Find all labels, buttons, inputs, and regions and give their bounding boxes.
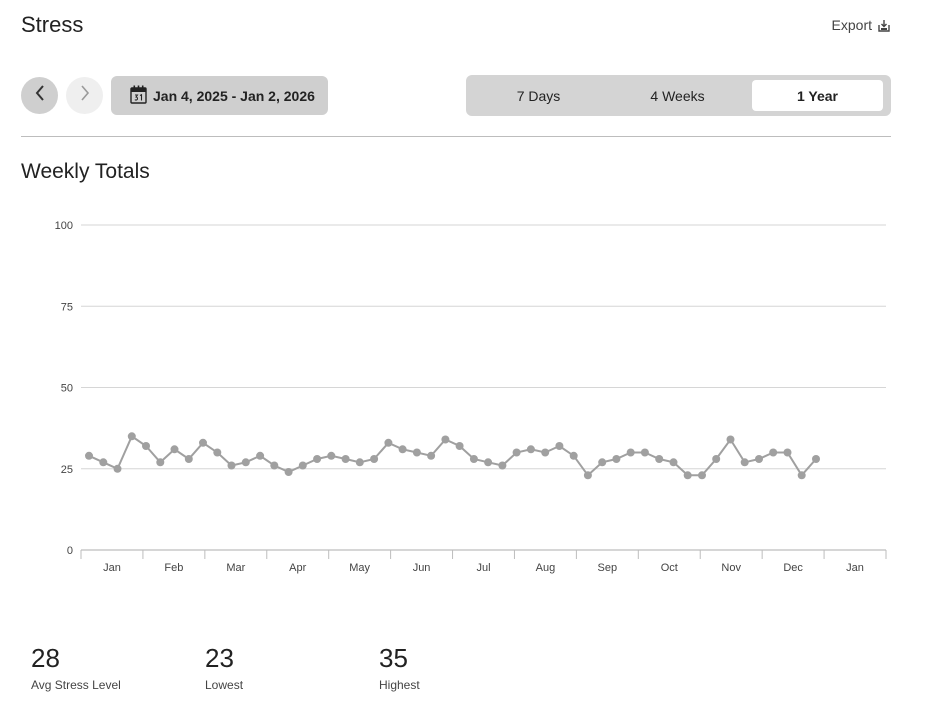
series-line: [88, 434, 817, 477]
tab-4-weeks[interactable]: 4 Weeks: [650, 87, 705, 104]
data-point: [469, 455, 478, 463]
stat-average: 28 Avg Stress Level: [31, 642, 121, 692]
data-point: [284, 468, 293, 476]
data-point: [783, 448, 792, 457]
y-tick-label: 100: [55, 220, 73, 232]
data-point: [498, 461, 507, 470]
data-point: [412, 448, 421, 457]
x-tick-label: Jul: [476, 562, 490, 574]
data-point: [484, 458, 493, 467]
next-period-button[interactable]: [66, 77, 103, 114]
tab-7-days[interactable]: 7 Days: [516, 87, 561, 104]
data-point: [298, 461, 307, 470]
date-range-label: Jan 4, 2025 - Jan 2, 2026: [153, 87, 315, 104]
data-point: [213, 448, 222, 457]
data-point: [156, 458, 165, 467]
data-point: [626, 448, 635, 457]
data-point: [327, 451, 336, 460]
data-point: [384, 438, 393, 447]
x-tick-label: Feb: [164, 562, 183, 574]
data-point: [270, 461, 279, 470]
data-point: [170, 445, 179, 454]
download-icon: [878, 19, 890, 32]
stat-highest: 35 Highest: [379, 642, 420, 692]
chevron-right-icon: [79, 84, 91, 107]
section-title: Weekly Totals: [21, 160, 150, 183]
x-tick-label: Dec: [783, 562, 803, 574]
data-point: [541, 448, 550, 457]
data-point: [797, 471, 806, 480]
x-tick-label: Sep: [598, 562, 618, 574]
data-point: [184, 455, 193, 463]
stat-average-label: Avg Stress Level: [31, 678, 121, 692]
data-point: [398, 445, 407, 454]
data-point: [698, 471, 706, 480]
data-point: [583, 471, 592, 480]
stat-highest-label: Highest: [379, 678, 420, 692]
stat-average-value: 28: [31, 643, 60, 673]
x-tick-label: Oct: [661, 562, 678, 574]
data-point: [313, 455, 322, 463]
data-point: [512, 448, 521, 457]
x-tick-label: May: [349, 562, 370, 574]
data-point: [85, 451, 93, 460]
data-point: [569, 451, 578, 460]
data-point: [755, 455, 763, 463]
date-range-button[interactable]: Jan 4, 2025 - Jan 2, 2026: [111, 76, 328, 115]
data-point: [726, 435, 735, 444]
x-tick-label: Apr: [289, 562, 306, 574]
data-point: [455, 442, 464, 450]
data-point: [769, 448, 778, 457]
data-point: [640, 448, 649, 457]
x-tick-label: Jan: [103, 562, 121, 574]
data-point: [655, 455, 664, 463]
chevron-left-icon: [34, 84, 46, 107]
previous-period-button[interactable]: [21, 77, 58, 114]
data-point: [256, 451, 265, 460]
stat-lowest: 23 Lowest: [205, 642, 243, 692]
data-point: [99, 458, 108, 467]
data-point: [127, 432, 136, 441]
data-point: [355, 458, 364, 467]
data-point: [199, 438, 207, 447]
stat-highest-value: 35: [379, 643, 408, 673]
data-point: [341, 455, 350, 463]
y-tick-label: 0: [67, 545, 73, 557]
export-button[interactable]: Export: [832, 17, 890, 33]
export-label: Export: [831, 17, 872, 33]
tab-1-year[interactable]: 1 Year: [752, 80, 883, 111]
data-point: [812, 455, 820, 463]
stat-lowest-value: 23: [205, 643, 234, 673]
data-point: [441, 435, 450, 444]
data-point: [227, 461, 236, 470]
page-title: Stress: [21, 12, 84, 37]
x-tick-label: Aug: [536, 562, 556, 574]
stat-lowest-label: Lowest: [205, 678, 244, 692]
data-point: [142, 442, 150, 450]
data-point: [740, 458, 749, 467]
x-tick-label: Jun: [413, 562, 431, 574]
weekly-stress-chart: 0 25 50 75 100 Jan Feb Mar Apr May Jun Jul Aug Sep Oct…: [55, 220, 887, 574]
calendar-icon: [130, 85, 147, 107]
y-tick-label: 50: [61, 383, 73, 395]
data-point: [427, 451, 436, 460]
x-tick-label: Nov: [721, 562, 741, 574]
data-point: [612, 455, 621, 463]
data-point: [555, 442, 564, 450]
data-point: [683, 471, 692, 480]
y-tick-label: 25: [61, 464, 73, 476]
x-tick-label: Jan: [846, 562, 864, 574]
data-point: [598, 458, 607, 467]
data-point: [113, 464, 122, 473]
data-point: [712, 455, 721, 463]
data-point: [370, 455, 379, 463]
y-tick-label: 75: [61, 301, 73, 313]
data-point: [241, 458, 250, 467]
data-point: [526, 445, 535, 454]
x-tick-label: Mar: [226, 562, 245, 574]
range-selector: 7 Days 4 Weeks 1 Year: [466, 75, 891, 116]
header-divider: [21, 136, 891, 137]
data-point: [669, 458, 678, 467]
